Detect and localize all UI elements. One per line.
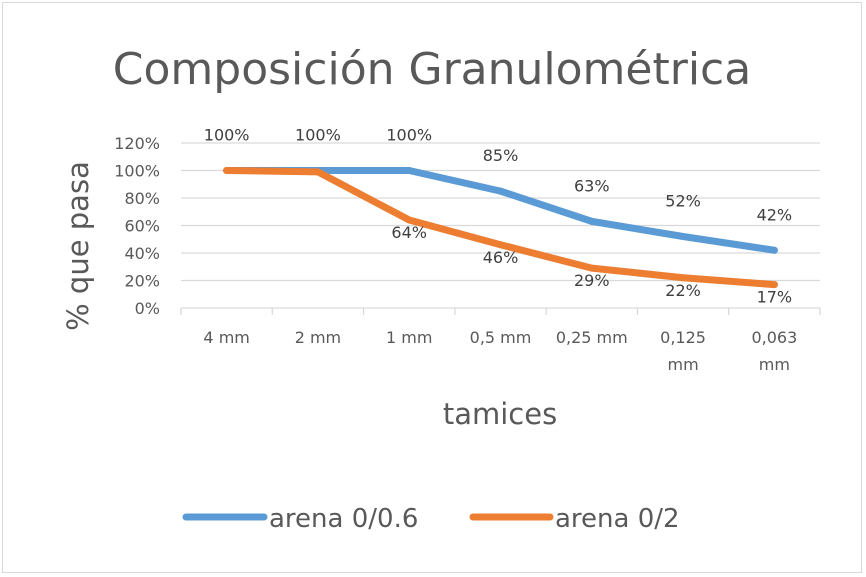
y-tick-label: 0% — [135, 299, 160, 318]
data-labels: 100% 100% 100% 85% 63% 52% 42% 64% 46% 29% 22% 17% — [204, 126, 792, 307]
y-tick-label: 120% — [114, 134, 160, 153]
y-tick-label: 40% — [124, 244, 160, 263]
data-label: 52% — [665, 192, 701, 211]
data-point — [588, 217, 596, 225]
data-label: 64% — [391, 223, 427, 242]
data-label: 100% — [204, 126, 250, 145]
x-tick-label: 0,125 mm — [660, 328, 706, 374]
y-axis-ticks: 0% 20% 40% 60% 80% 100% 120% — [114, 134, 160, 318]
chart-title: Composición Granulométrica — [113, 44, 751, 95]
data-point — [223, 167, 231, 174]
data-label: 46% — [483, 248, 519, 267]
legend-label-arena-0-2: arena 0/2 — [555, 504, 680, 534]
series-lines — [223, 167, 778, 289]
data-point — [405, 167, 413, 174]
data-label: 17% — [757, 288, 793, 307]
data-label: 22% — [665, 281, 701, 300]
x-axis-title: tamices — [443, 397, 557, 431]
x-tick-label: 1 mm — [386, 328, 432, 347]
data-label: 63% — [574, 176, 610, 195]
data-label: 100% — [386, 126, 432, 145]
y-tick-label: 100% — [114, 162, 160, 181]
data-point — [314, 168, 322, 176]
data-point — [770, 281, 778, 289]
data-point — [588, 264, 596, 272]
x-tick-label: 0,063 mm — [751, 328, 797, 374]
data-label: 29% — [574, 271, 610, 290]
data-point — [770, 246, 778, 254]
data-point — [679, 233, 687, 240]
data-label: 100% — [295, 126, 341, 145]
data-label: 85% — [483, 146, 519, 165]
x-tick-label: 2 mm — [295, 328, 341, 347]
x-axis-ticks: 4 mm 2 mm 1 mm 0,5 mm 0,25 mm 0,125 mm 0,063 mm — [203, 328, 797, 374]
data-point — [405, 216, 413, 224]
legend-label-arena-0-0-6: arena 0/0.6 — [269, 504, 418, 534]
data-point — [679, 274, 687, 282]
y-tick-label: 20% — [124, 272, 160, 291]
data-point — [497, 187, 504, 195]
x-tick-label: 4 mm — [203, 328, 249, 347]
y-axis-title: % que pasa — [61, 161, 95, 331]
x-tick-label: 0,5 mm — [470, 328, 532, 347]
x-tick-label: 0,25 mm — [556, 328, 628, 347]
y-tick-label: 80% — [124, 189, 160, 208]
data-point — [497, 241, 504, 249]
legend: arena 0/0.6 arena 0/2 — [182, 504, 680, 534]
y-tick-label: 60% — [124, 217, 160, 236]
data-label: 42% — [757, 205, 793, 224]
